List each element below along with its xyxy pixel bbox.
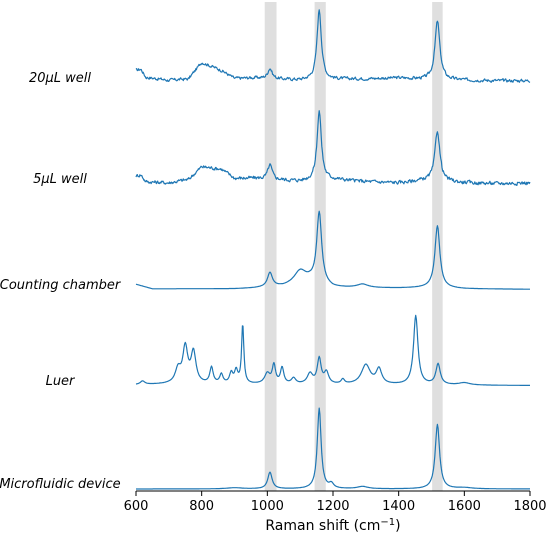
x-axis-ticks: 600 800 1000 1200 1400 1600 1800: [124, 491, 547, 514]
x-tick-label-1400: 1400: [382, 499, 415, 514]
x-axis-title: Raman shift (cm−1): [265, 517, 400, 535]
x-axis-title-tail: ): [395, 518, 400, 534]
x-tick-label-1600: 1600: [448, 499, 481, 514]
spectrum-traces: [135, 9, 531, 490]
x-tick-label-1200: 1200: [316, 499, 349, 514]
highlight-bands: [264, 2, 443, 491]
x-tick-label-800: 800: [189, 499, 214, 514]
x-axis-title-main: Raman shift (cm: [265, 518, 380, 534]
series-label-3: Counting chamber: [0, 278, 122, 293]
spectrum-line-3: [135, 210, 530, 290]
series-labels: 20µL well 5µL well Counting chamber Luer Mic…: [0, 71, 122, 492]
series-label-5: Microfluidic device: [0, 477, 121, 492]
series-label-2: 5µL well: [33, 172, 87, 187]
series-label-1: 20µL well: [29, 71, 91, 86]
series-label-4: Luer: [46, 374, 76, 389]
spectrum-line-2: [135, 110, 531, 186]
spectrum-line-1: [135, 9, 531, 83]
x-axis-title-sup: −1: [380, 517, 395, 528]
highlight-band-1: [264, 2, 277, 491]
x-tick-label-1000: 1000: [251, 499, 284, 514]
highlight-band-3: [432, 2, 443, 491]
x-tick-label-1800: 1800: [513, 499, 546, 514]
highlight-band-2: [314, 2, 326, 491]
spectrum-line-5: [136, 407, 530, 490]
spectrum-line-4: [135, 314, 530, 386]
x-tick-label-600: 600: [124, 499, 149, 514]
